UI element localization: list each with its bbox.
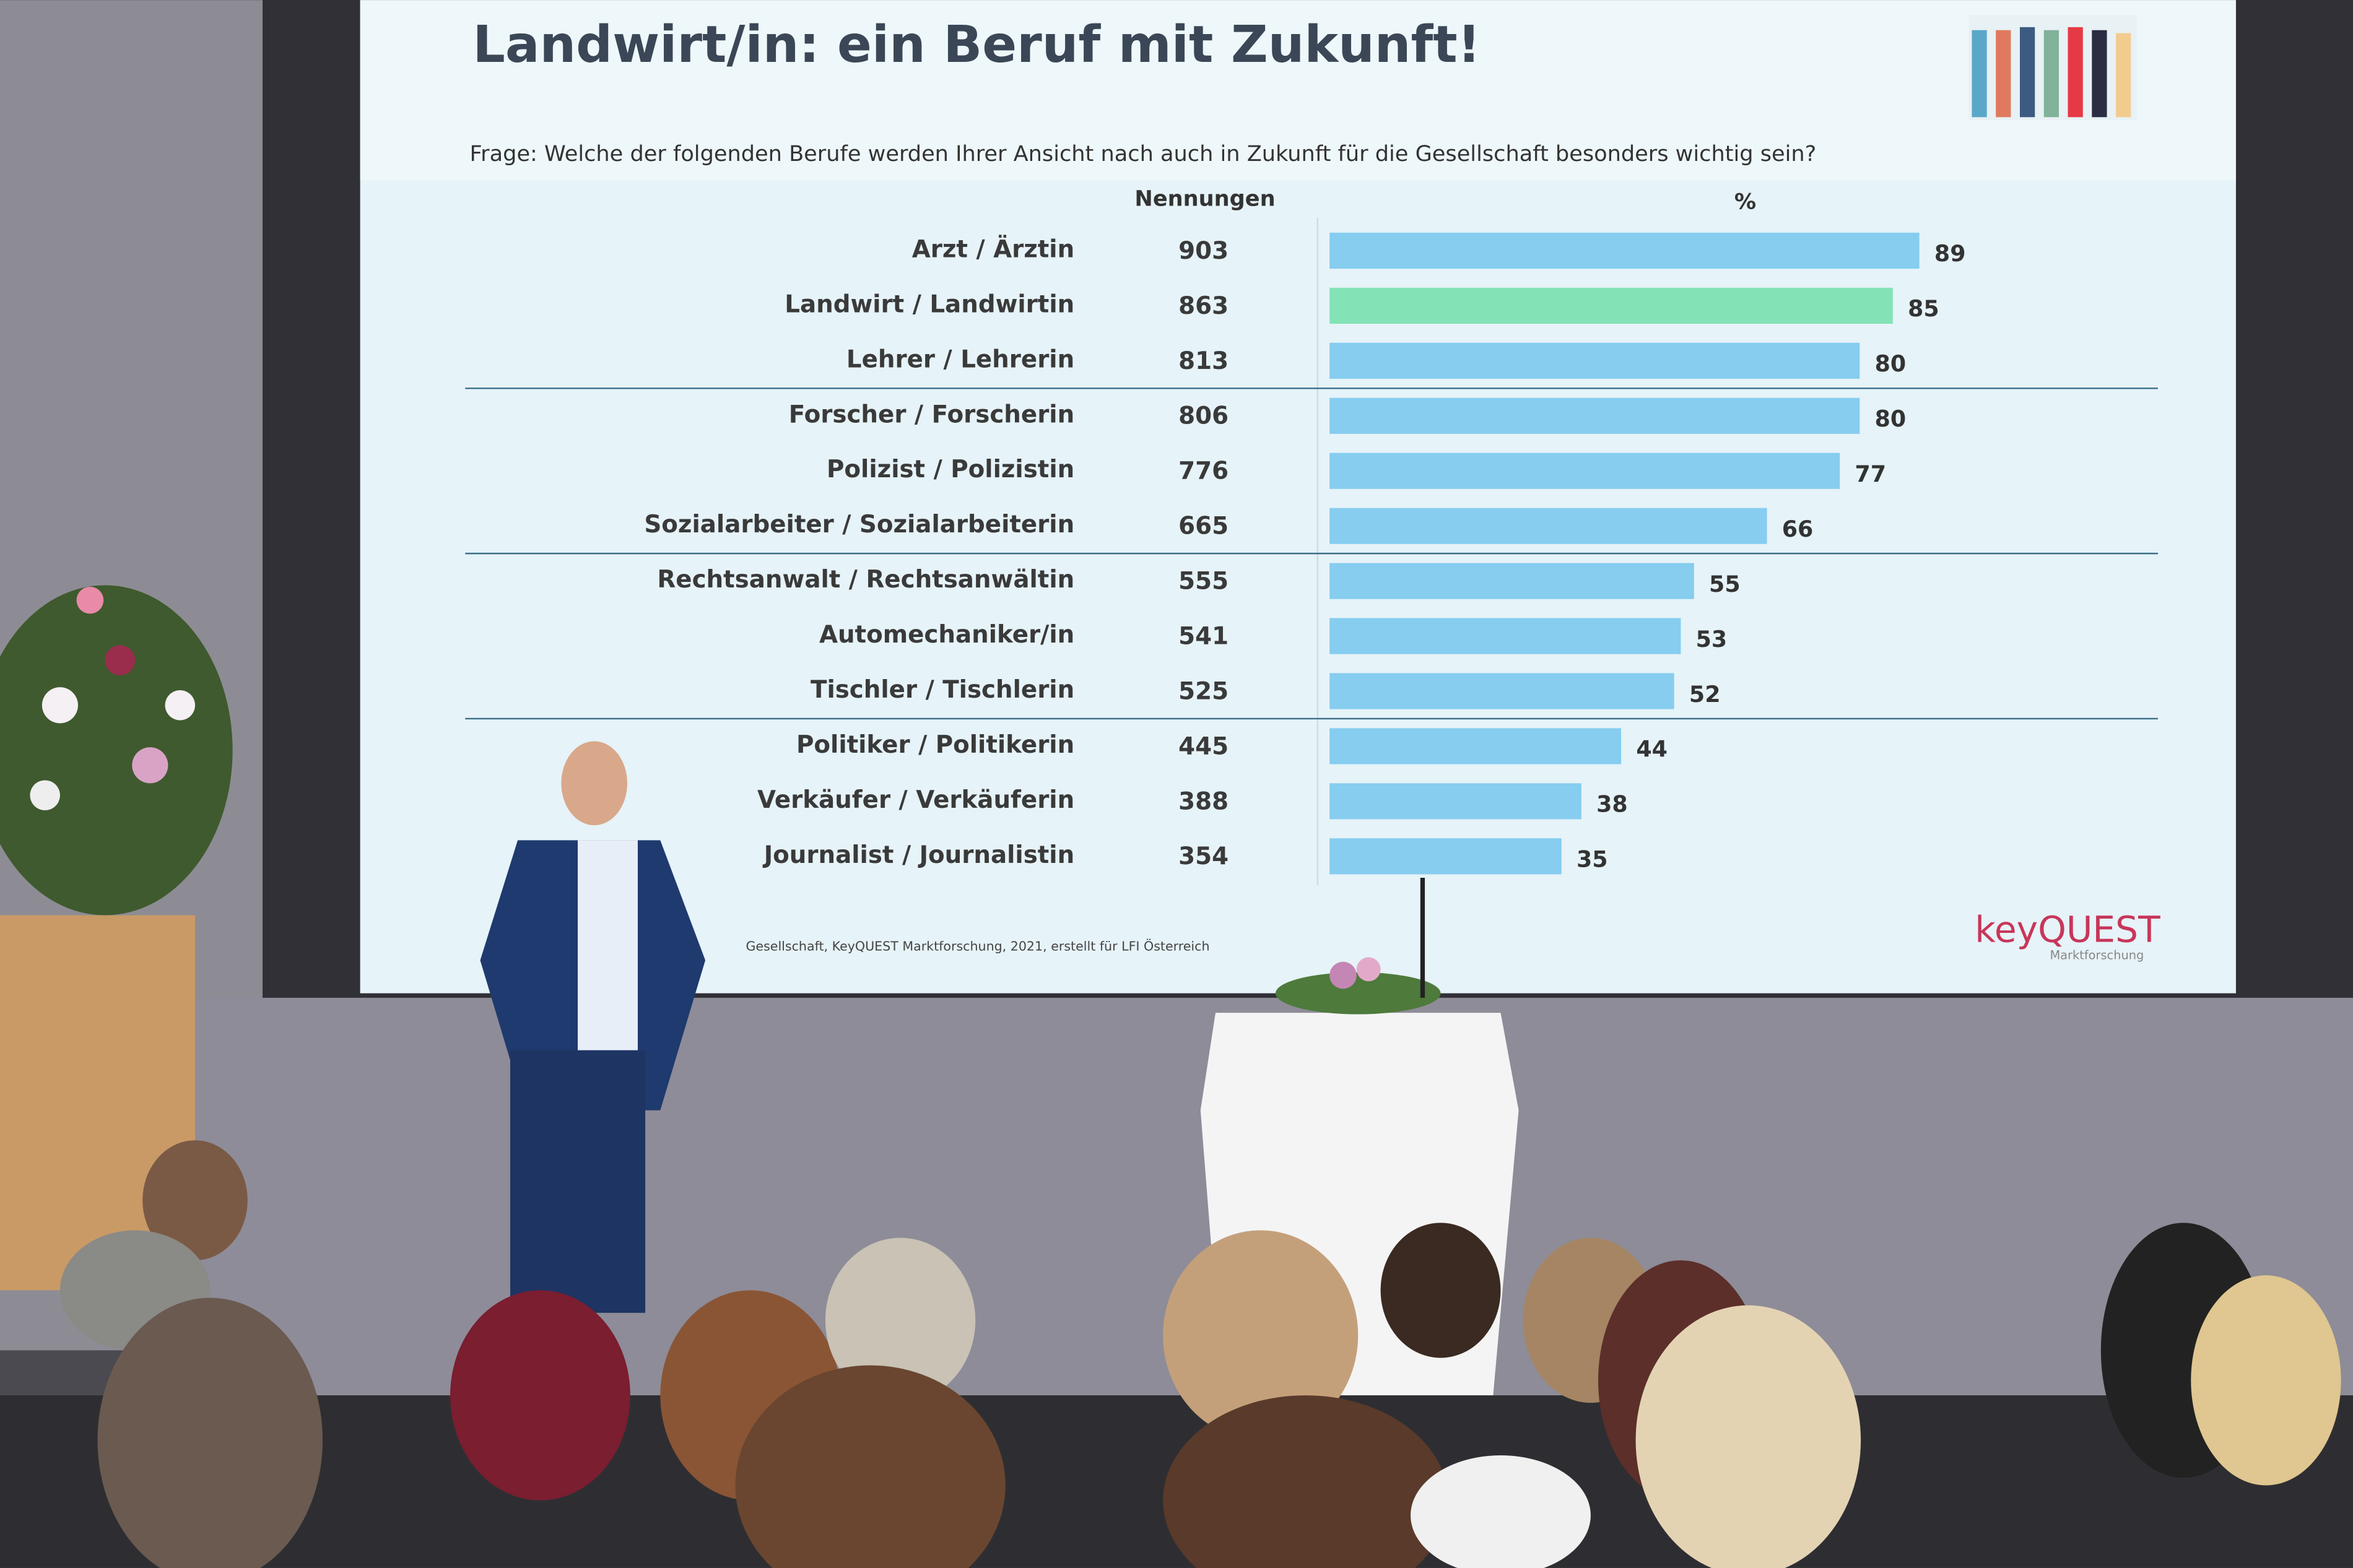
value-label: 80: [1875, 405, 1907, 432]
count-label: 555: [1178, 568, 1229, 596]
value-label: 85: [1908, 295, 1939, 322]
bar: [1329, 728, 1622, 765]
bar: [1329, 618, 1681, 654]
chart: Arzt / Ärztin 903 89 Landwirt / Landwirtin 8…: [465, 217, 2158, 886]
category-label: Tischler / Tischlerin: [811, 676, 1074, 704]
value-label: 38: [1596, 791, 1628, 818]
category-label: Politiker / Politikerin: [796, 731, 1074, 759]
value-label: 77: [1855, 461, 1886, 487]
chart-title: Landwirt/in: ein Beruf mit Zukunft!: [472, 15, 1481, 74]
category-label: Landwirt / Landwirtin: [785, 290, 1074, 318]
bar: [1329, 232, 1920, 269]
value-label: 80: [1875, 350, 1907, 377]
value-label: 52: [1689, 681, 1721, 708]
bar: [1329, 287, 1893, 324]
category-label: Verkäufer / Verkäuferin: [757, 786, 1074, 814]
bar: [1329, 673, 1674, 709]
value-label: 55: [1709, 571, 1741, 597]
category-label: Arzt / Ärztin: [912, 234, 1074, 263]
count-label: 665: [1178, 513, 1229, 540]
count-label: 525: [1178, 677, 1229, 705]
category-label: Rechtsanwalt / Rechtsanwältin: [657, 566, 1074, 594]
count-header: Nennungen: [1134, 186, 1275, 212]
count-label: 806: [1178, 402, 1229, 430]
value-header: %: [1734, 189, 1756, 214]
count-label: 863: [1178, 292, 1229, 320]
value-label: 66: [1782, 516, 1814, 542]
chart-subtitle: Frage: Welche der folgenden Berufe werde…: [470, 141, 1817, 167]
category-label: Sozialarbeiter / Sozialarbeiterin: [644, 511, 1074, 539]
people-icon: [1968, 15, 2138, 121]
count-label: 903: [1178, 237, 1229, 265]
logo: keyQUEST: [1975, 908, 2160, 950]
bar: [1329, 453, 1840, 489]
category-label: Polizist / Polizistin: [827, 456, 1074, 483]
value-label: 53: [1696, 626, 1728, 652]
value-label: 89: [1934, 240, 1966, 267]
value-label: 35: [1577, 846, 1608, 873]
source-note: Gesellschaft, KeyQUEST Marktforschung, 2…: [746, 938, 1209, 953]
count-label: 776: [1178, 457, 1229, 485]
count-label: 541: [1178, 622, 1229, 650]
screen-header: [360, 0, 2236, 181]
category-label: Automechaniker/in: [819, 621, 1074, 649]
count-label: 445: [1178, 732, 1229, 760]
bar: [1329, 838, 1562, 875]
speaker: [480, 741, 706, 1313]
bar: [1329, 342, 1860, 379]
count-label: 813: [1178, 347, 1229, 375]
bar: [1329, 783, 1581, 820]
bar: [1329, 397, 1860, 434]
count-label: 388: [1178, 787, 1229, 815]
logo-subtitle: Marktforschung: [2050, 948, 2144, 962]
value-label: 44: [1636, 736, 1668, 763]
category-label: Forscher / Forscherin: [789, 401, 1074, 428]
bar: [1329, 563, 1694, 599]
bar: [1329, 508, 1767, 544]
audience: [0, 1140, 2353, 1568]
category-label: Lehrer / Lehrerin: [846, 345, 1074, 373]
category-label: Journalist / Journalistin: [762, 841, 1074, 869]
count-label: 354: [1178, 842, 1229, 870]
